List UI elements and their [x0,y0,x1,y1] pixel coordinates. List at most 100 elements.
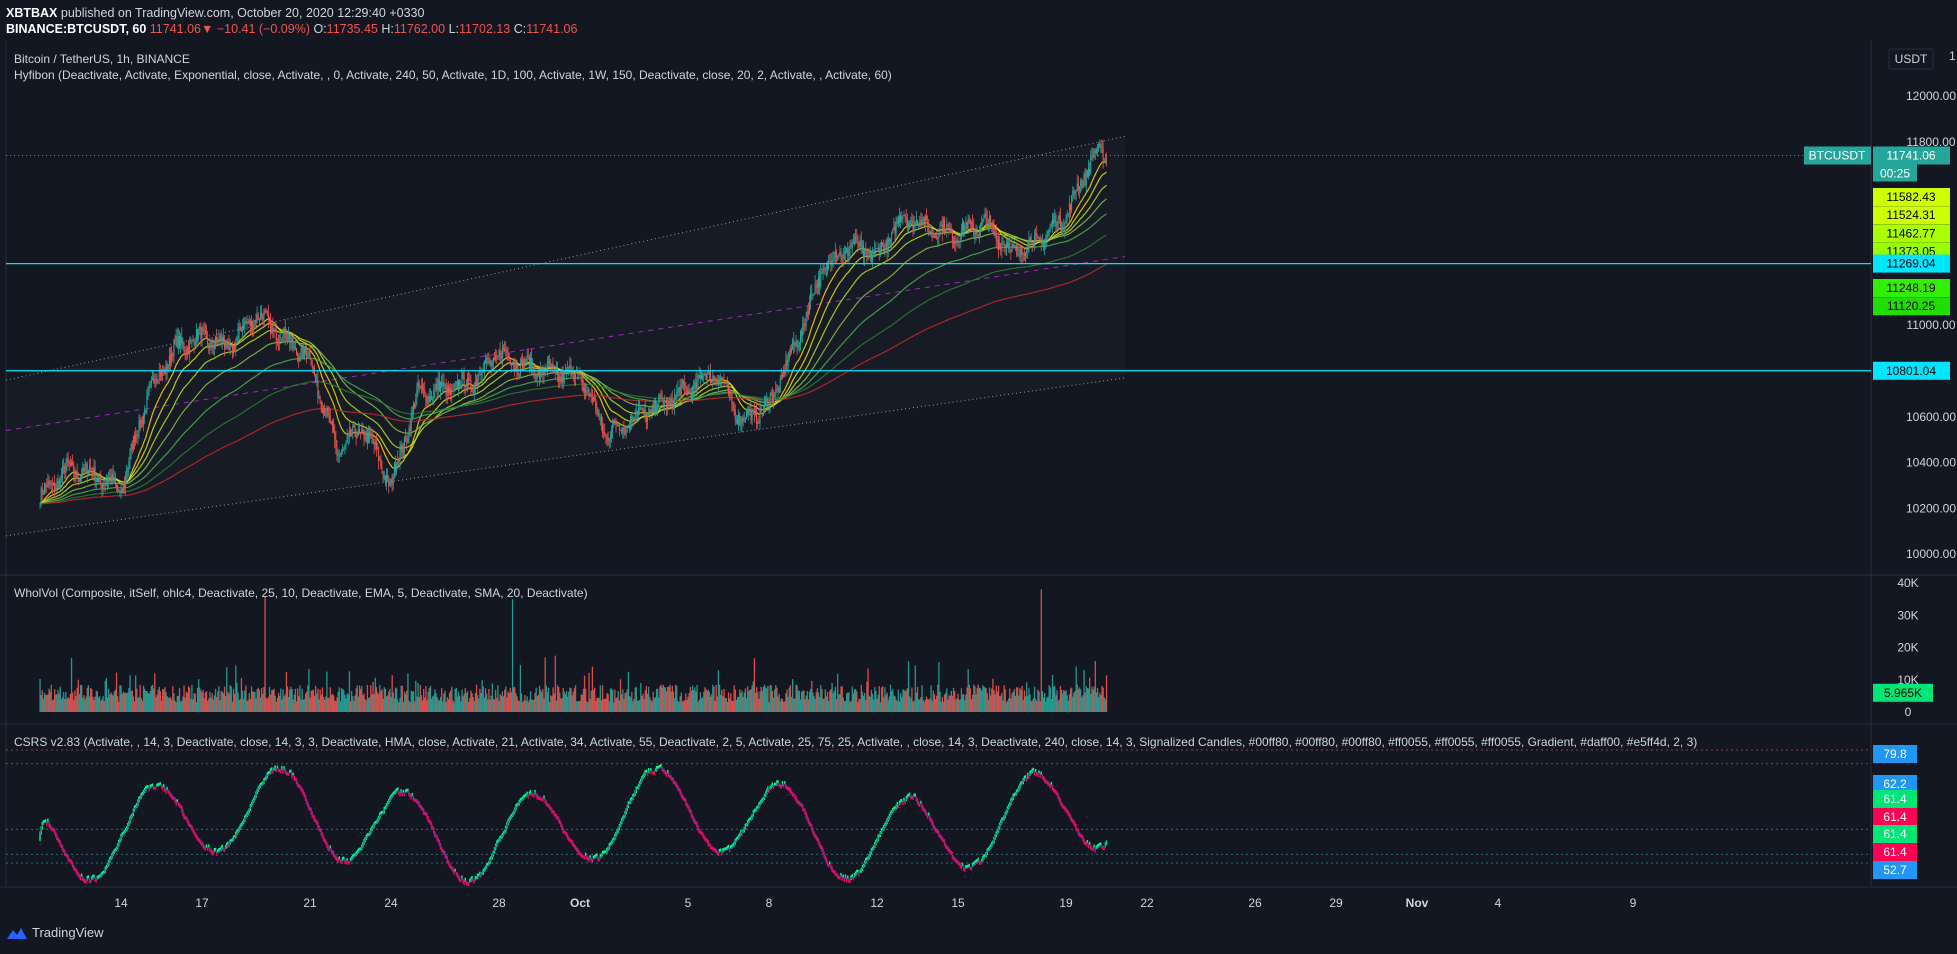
volume-bar [182,696,184,712]
candle-body [1053,219,1055,224]
volume-bar [616,697,618,712]
volume-bar [183,685,185,712]
volume-bar [921,685,923,712]
volume-bar [318,699,320,712]
candle-body [82,467,84,479]
volume-bar [126,692,128,712]
volume-bar [776,687,778,712]
candle-body [864,249,866,258]
volume-bar [87,685,90,712]
y-tick-label: 11800.00 [1906,135,1955,149]
candle-body [632,418,634,422]
volume-bar [194,693,196,712]
volume-bar [870,690,873,712]
volume-bar [977,684,979,712]
volume-bar [644,690,646,712]
volume-bar [1006,700,1009,712]
candle-body [128,461,130,469]
candle-body [404,437,405,451]
volume-bar [945,693,947,712]
volume-bar [787,696,789,712]
volume-bar [276,697,279,712]
candle-body [461,373,463,386]
candle-body [443,381,445,385]
candle-body [993,225,995,235]
channel-mid-line[interactable] [5,256,1126,432]
candle-body [464,386,466,388]
volume-bar [851,686,853,712]
volume-bar [825,696,828,712]
candle-body [1091,156,1093,158]
volume-bar [535,687,537,712]
channel-upper-line[interactable] [5,135,1126,381]
open-label: O: [313,22,327,36]
candle-body [237,331,239,338]
volume-bar [877,694,879,712]
volume-bar [781,699,784,712]
candle-body [50,483,52,485]
volume-bar [1049,687,1051,712]
candle-body [658,395,660,405]
candle-body [1023,253,1025,256]
volume-bar [364,699,366,712]
candle-body [697,375,699,381]
volume-bar [1038,691,1040,712]
candle-body [609,437,611,439]
candle-body [604,431,606,435]
volume-bar [423,689,425,712]
volume-bar [582,688,585,712]
candle-body [972,222,974,227]
volume-bar [67,697,69,712]
candle-body [775,388,777,395]
volume-bar [473,700,475,712]
candle-body [669,403,671,405]
candle-body [225,347,227,349]
candle-body [297,355,299,357]
volume-bar [724,697,726,712]
candle-body [377,448,378,450]
volume-bar [1021,686,1023,712]
volume-bar [894,696,896,712]
volume-bar [560,698,562,712]
volume-bar [230,686,232,712]
volume-bar [731,700,733,712]
volume-bar [64,698,66,712]
candle-body [1001,244,1003,252]
candle-body [985,213,987,218]
volume-bar [174,700,176,712]
volume-bar [1011,693,1013,712]
candle-body [153,378,155,383]
volume-bar [397,699,399,712]
candle-body [748,410,750,416]
candle-body [1059,215,1061,227]
candle-body [306,351,308,357]
volume-bar [208,698,210,712]
channel-lower-line[interactable] [5,377,1126,537]
volume-bar [732,701,734,712]
currency-button[interactable] [1888,48,1934,70]
volume-bar [1098,697,1100,712]
volume-bar [961,694,964,712]
tradingview-brand[interactable]: TradingView [6,925,104,940]
candle-body [596,408,598,414]
volume-bar [1056,690,1058,712]
candle-body [866,251,868,255]
candle-body [506,349,508,353]
volume-bar [869,696,871,712]
publisher-name[interactable]: XBTBAX [6,6,58,20]
candle-body [414,404,416,408]
candle-body [380,459,382,467]
csrs-level-value: 61.4 [1883,827,1907,841]
candle-body [174,340,176,342]
volume-bar [384,688,387,712]
candle-body [653,400,655,413]
candle-body [946,224,948,232]
candle-body [606,435,608,439]
candle-body [345,441,347,446]
volume-bar [455,687,457,712]
volume-bar [517,700,519,712]
chart-area[interactable]: 14 17 21 24 28 Oct 5 8 12 15 19 22 26 29 Nov 4 912000.00… [0,40,1957,914]
volume-bar [184,697,186,712]
volume-bar [659,686,661,712]
volume-bar [995,685,997,712]
